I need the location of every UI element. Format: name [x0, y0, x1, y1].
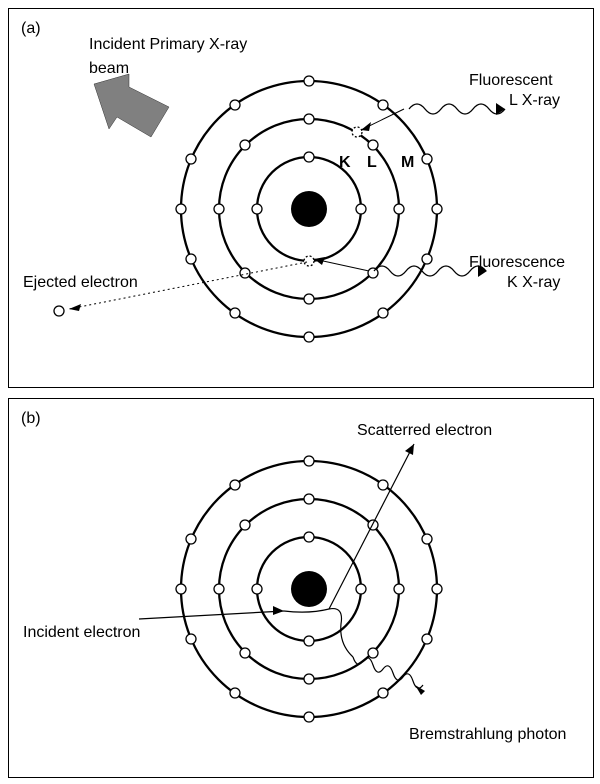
panel-a: (a) K L M I — [8, 8, 594, 388]
label-l: L — [367, 154, 377, 171]
fluor-k-text-1: Fluorescence — [469, 254, 565, 271]
electron — [230, 308, 240, 318]
electron — [368, 140, 378, 150]
electron — [422, 534, 432, 544]
electron — [394, 584, 404, 594]
vacancy-l — [352, 127, 362, 137]
electron — [240, 140, 250, 150]
electron — [304, 294, 314, 304]
electron — [304, 494, 314, 504]
vacancy-k — [304, 256, 314, 266]
electron — [378, 480, 388, 490]
atom-a — [176, 76, 442, 342]
electron — [214, 204, 224, 214]
panel-b-svg: (b) Incident electro — [9, 399, 593, 777]
ejected-electron — [54, 306, 64, 316]
electron — [368, 520, 378, 530]
electron — [240, 648, 250, 658]
electron — [186, 254, 196, 264]
panel-b-label: (b) — [21, 410, 41, 427]
electron — [422, 634, 432, 644]
electron — [304, 674, 314, 684]
incident-text-1: Incident Primary X-ray — [89, 36, 247, 53]
wave-l-icon — [409, 104, 505, 114]
electron — [186, 154, 196, 164]
scattered-text: Scatterred electron — [357, 422, 492, 439]
fluor-k-text-2: K X-ray — [507, 274, 560, 291]
atom-b — [176, 456, 442, 722]
electron — [230, 480, 240, 490]
electron — [378, 100, 388, 110]
electron — [304, 532, 314, 542]
ejected-text: Ejected electron — [23, 274, 138, 291]
arrowhead-icon — [273, 606, 284, 615]
electron — [394, 204, 404, 214]
electron — [186, 534, 196, 544]
incident-text-2: beam — [89, 60, 129, 77]
arrowhead-icon — [69, 304, 81, 311]
electron — [240, 268, 250, 278]
electron — [176, 584, 186, 594]
nucleus-b — [291, 571, 327, 607]
panel-b: (b) Incident electro — [8, 398, 594, 778]
electron — [356, 204, 366, 214]
electron — [304, 712, 314, 722]
electron — [230, 100, 240, 110]
electron — [368, 268, 378, 278]
curve-path — [284, 609, 353, 657]
electron — [432, 584, 442, 594]
electron — [304, 636, 314, 646]
electron — [304, 332, 314, 342]
electron — [214, 584, 224, 594]
electron — [378, 308, 388, 318]
panel-a-label: (a) — [21, 20, 41, 37]
electron — [186, 634, 196, 644]
fluor-l-text-2: L X-ray — [509, 92, 560, 109]
electron — [304, 456, 314, 466]
electron — [240, 520, 250, 530]
incident-electron-path — [139, 611, 284, 619]
electron — [432, 204, 442, 214]
electron — [368, 648, 378, 658]
electron — [356, 584, 366, 594]
electron — [422, 254, 432, 264]
electron — [252, 584, 262, 594]
label-k: K — [339, 154, 351, 171]
electron — [304, 152, 314, 162]
electron — [304, 76, 314, 86]
electron — [304, 114, 314, 124]
electron — [422, 154, 432, 164]
electron — [176, 204, 186, 214]
label-m: M — [401, 154, 414, 171]
arrowhead-icon — [415, 685, 425, 695]
incident-electron-text: Incident electron — [23, 624, 140, 641]
arrowhead-icon — [361, 122, 371, 131]
panel-a-svg: (a) K L M I — [9, 9, 593, 387]
electron — [378, 688, 388, 698]
electron — [230, 688, 240, 698]
nucleus-a — [291, 191, 327, 227]
brem-text: Bremstrahlung photon — [409, 726, 566, 743]
incident-arrow-icon — [94, 74, 169, 137]
electron — [252, 204, 262, 214]
fluor-l-text-1: Fluorescent — [469, 72, 553, 89]
